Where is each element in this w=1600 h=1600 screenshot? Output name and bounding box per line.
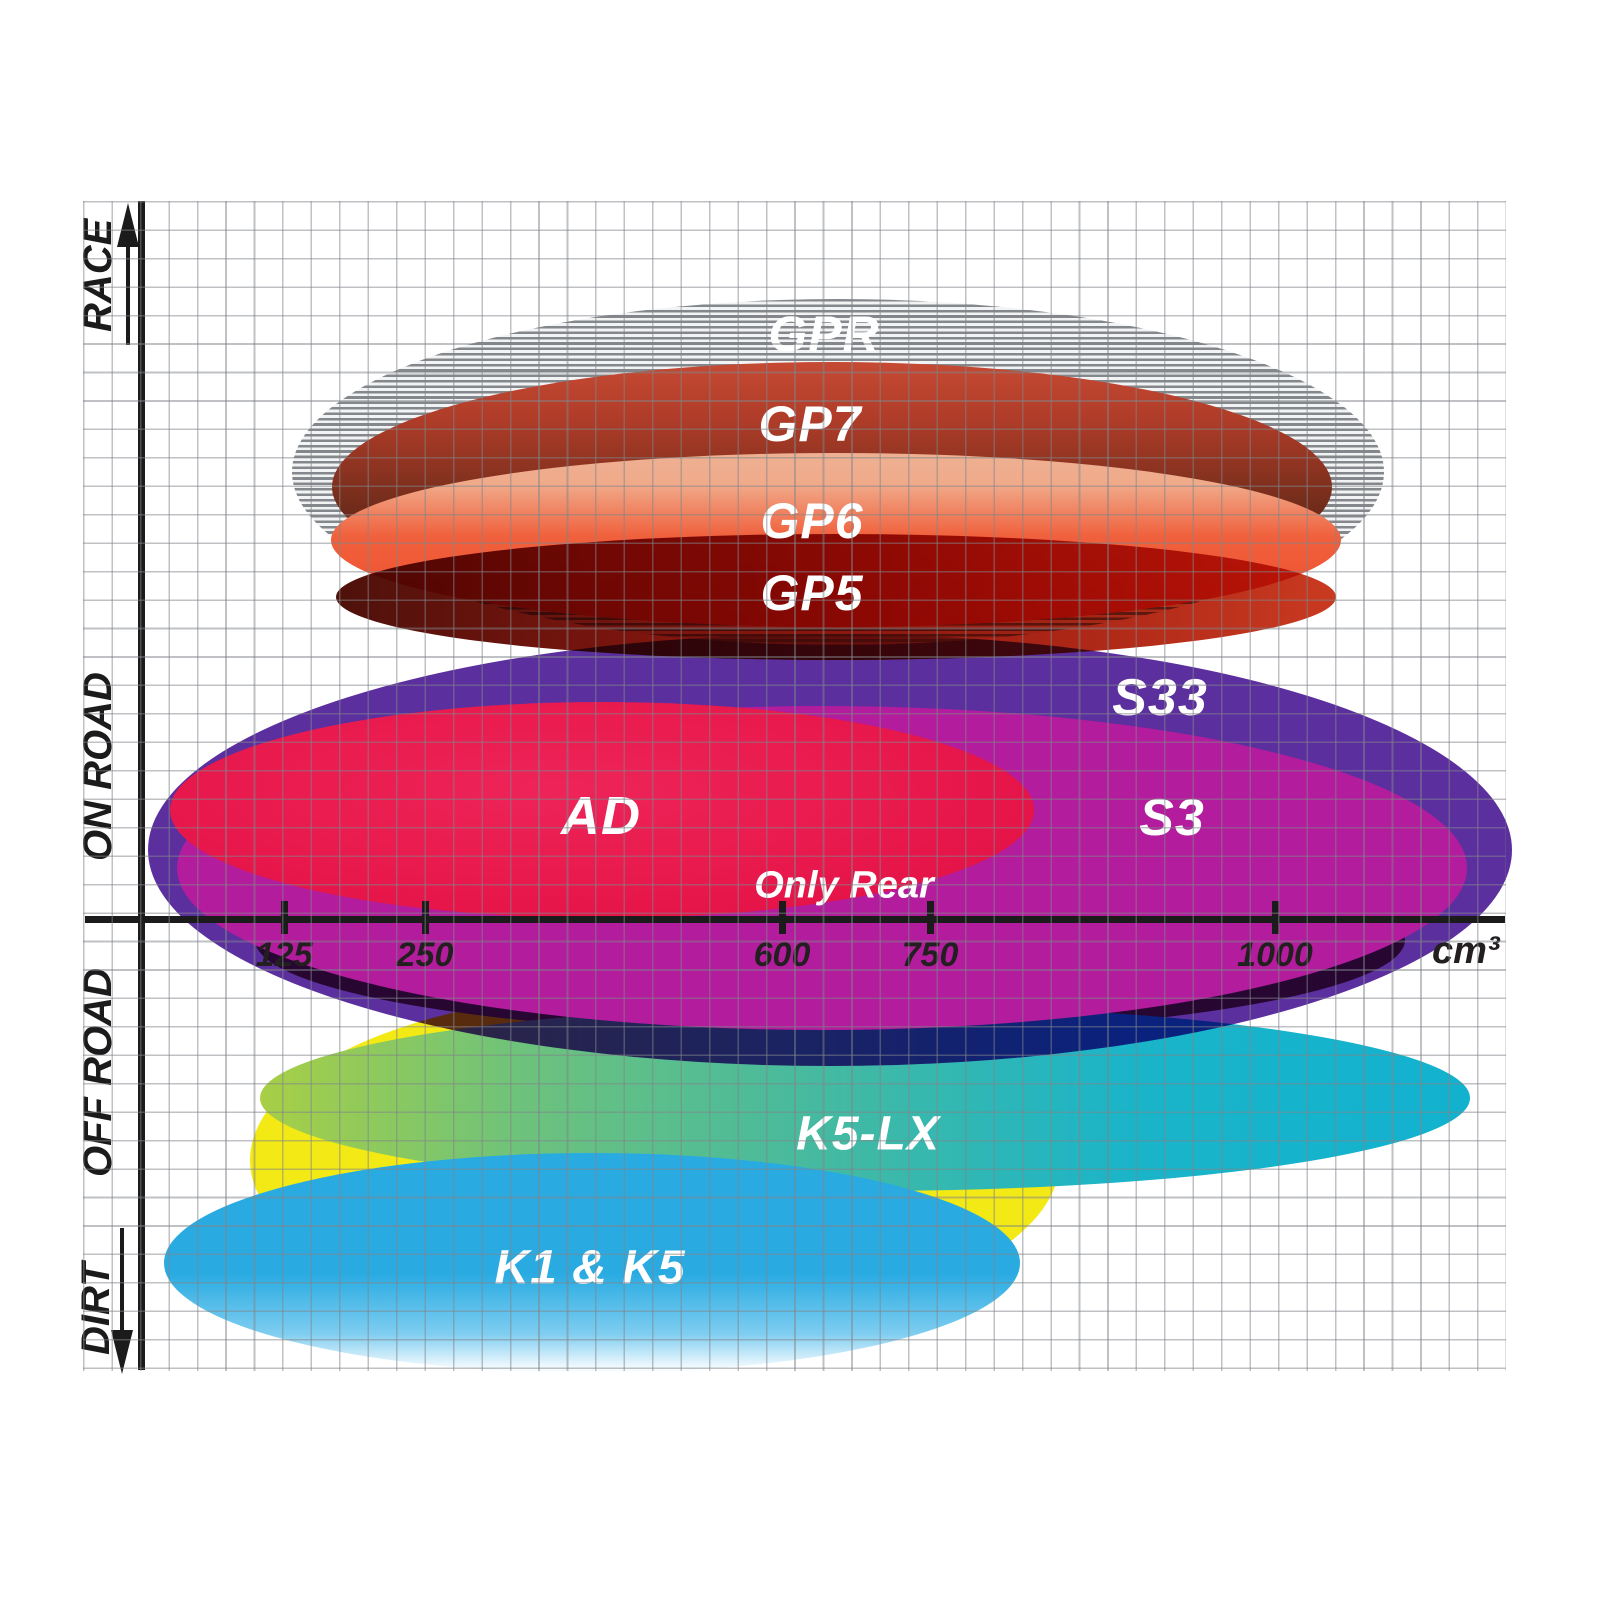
x-tick-label-750: 750 [901,936,959,974]
region-label-s33: S33 [1112,669,1208,727]
region-label-s3: S3 [1139,789,1205,847]
x-tick-1000 [1272,901,1279,934]
dirt-direction-arrow-line [120,1228,124,1332]
x-tick-125 [281,901,288,934]
region-label-ad: AD [561,786,641,846]
region-label-k5lx: K5-LX [796,1107,940,1161]
x-tick-250 [422,901,429,934]
x-axis-line [85,916,1505,923]
x-tick-label-1000: 1000 [1237,936,1313,974]
region-label-gp6: GP6 [760,493,864,549]
y-category-off-road: OFF ROAD [76,968,120,1177]
region-label-k1k5: K1 & K5 [494,1241,686,1295]
region-label-gp5: GP5 [760,565,864,621]
only-rear-annotation: Only Rear [754,864,934,907]
x-tick-label-600: 600 [753,936,811,974]
x-tick-label-250: 250 [396,936,454,974]
region-label-gpr: GPR [768,306,880,362]
x-axis-unit-label: cm³ [1432,930,1500,972]
x-tick-label-125: 125 [255,936,313,974]
region-label-gp7: GP7 [758,396,862,452]
race-direction-arrow-icon [117,203,139,247]
race-direction-arrow-line [126,245,130,345]
y-axis-line [138,201,145,1370]
y-category-on-road: ON ROAD [76,672,120,862]
dirt-direction-arrow-icon [111,1330,133,1374]
